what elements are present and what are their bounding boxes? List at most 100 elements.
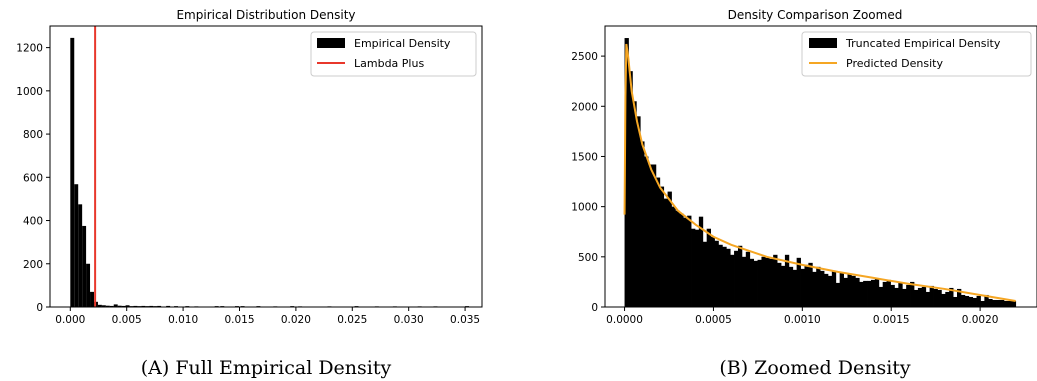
- histogram-bar: [929, 285, 934, 307]
- x-tick-label: 0.010: [168, 314, 198, 326]
- histogram-bar: [957, 288, 962, 307]
- y-tick-label: 1000: [16, 86, 43, 98]
- histogram-bar: [679, 213, 684, 307]
- histogram-bar: [824, 273, 829, 307]
- histogram-bar: [1007, 300, 1013, 307]
- plot-frame: [49, 25, 483, 308]
- histogram-bar: [808, 262, 813, 307]
- histogram-bar: [960, 294, 966, 307]
- legend-patch-truncated: [809, 38, 837, 48]
- histogram-bar: [640, 141, 645, 307]
- histogram-bar: [874, 278, 880, 307]
- x-tick-label: 0.0005: [695, 314, 732, 326]
- x-axis: 0.0000 0.0005 0.0010 0.0015 0.0020: [606, 307, 998, 326]
- chart-title: Density Comparison Zoomed: [728, 8, 903, 22]
- histogram-bar: [988, 298, 993, 307]
- histogram-bar: [890, 284, 895, 307]
- histogram-bar: [82, 225, 87, 307]
- histogram-bar: [718, 244, 723, 307]
- legend-label: Lambda Plus: [354, 57, 424, 70]
- histogram-bar: [109, 305, 114, 307]
- histogram-bar: [74, 184, 79, 307]
- histogram-bar: [667, 191, 672, 307]
- histogram-bar: [933, 288, 938, 307]
- histogram-bar: [882, 281, 887, 307]
- histogram-bar: [796, 257, 801, 307]
- histogram-bar: [996, 299, 1001, 307]
- histogram-bar: [105, 305, 110, 307]
- histogram-bar: [78, 204, 83, 307]
- histogram-bar: [765, 257, 770, 307]
- histogram-bar: [737, 245, 743, 307]
- histogram-bar: [741, 256, 747, 307]
- histogram-bar: [753, 260, 758, 307]
- histogram-bar: [628, 71, 633, 308]
- y-tick-label: 1000: [571, 202, 598, 214]
- histogram-bar: [804, 264, 809, 307]
- histogram-bar: [937, 289, 942, 307]
- histogram-bar: [671, 206, 676, 307]
- histogram-bar: [847, 273, 852, 307]
- histogram-bar: [698, 216, 704, 307]
- histogram-bar: [980, 300, 985, 307]
- histogram-bar: [714, 240, 719, 307]
- histogram-bar: [925, 291, 931, 307]
- histogram-bar: [726, 248, 731, 307]
- histogram-bars: [70, 37, 470, 308]
- histogram-bar: [663, 198, 668, 307]
- histogram-bar: [730, 254, 735, 307]
- histogram-bar: [157, 305, 162, 307]
- x-tick-label: 0.005: [112, 314, 142, 326]
- histogram-bar: [964, 295, 970, 307]
- histogram-bar: [968, 296, 974, 307]
- histogram-bar: [722, 246, 727, 307]
- histogram-bar: [702, 241, 708, 307]
- x-tick-label: 0.025: [337, 314, 367, 326]
- histogram-bar: [86, 263, 91, 307]
- histogram-bar: [710, 236, 715, 307]
- histogram-bar: [675, 210, 680, 307]
- histogram-bar: [90, 291, 94, 307]
- legend-label: Truncated Empirical Density: [845, 37, 1001, 50]
- y-tick-label: 600: [23, 172, 43, 184]
- x-tick-label: 0.0015: [873, 314, 910, 326]
- x-tick-label: 0.0000: [606, 314, 643, 326]
- histogram-bar: [1000, 299, 1005, 307]
- histogram-bar: [644, 156, 649, 307]
- histogram-bar: [851, 275, 856, 307]
- histogram-bar: [913, 289, 919, 307]
- x-tick-label: 0.0010: [784, 314, 821, 326]
- histogram-bar: [141, 305, 146, 307]
- histogram-bar: [687, 215, 692, 307]
- y-tick-label: 400: [23, 216, 43, 228]
- histogram-bar: [827, 275, 833, 307]
- histogram-bar: [769, 258, 774, 307]
- histogram-bar: [781, 265, 786, 307]
- caption: (B) Zoomed Density: [719, 357, 911, 379]
- histogram-bar: [113, 304, 118, 307]
- y-axis: 0 500 1000 1500 2000 2500: [571, 51, 605, 314]
- histogram-bar: [867, 280, 872, 307]
- x-tick-label: 0.015: [224, 314, 254, 326]
- histogram-bar: [632, 101, 637, 308]
- histogram-bar: [683, 217, 688, 307]
- histogram-bar: [133, 305, 138, 307]
- legend-label: Empirical Density: [354, 37, 451, 50]
- chart-density-comparison-zoomed: Density Comparison Zoomed 0.0000 0.0005 0.…: [571, 8, 1037, 379]
- histogram-bar: [694, 229, 700, 307]
- histogram-bar: [655, 177, 661, 307]
- histogram-bar: [691, 228, 696, 307]
- histogram-bar: [902, 288, 907, 307]
- histogram-bar: [792, 269, 798, 307]
- histogram-bar: [706, 228, 711, 307]
- y-tick-label: 0: [36, 302, 43, 314]
- histogram-bar: [972, 297, 977, 307]
- histogram-bar: [859, 281, 864, 307]
- legend-label: Predicted Density: [846, 57, 943, 70]
- histogram-bar: [949, 287, 954, 307]
- y-tick-label: 1200: [16, 43, 43, 55]
- y-tick-label: 500: [578, 252, 598, 264]
- x-axis: 0.000 0.005 0.010 0.015 0.020 0.025 0.030 0.035: [55, 307, 480, 326]
- histogram-bar: [800, 268, 805, 307]
